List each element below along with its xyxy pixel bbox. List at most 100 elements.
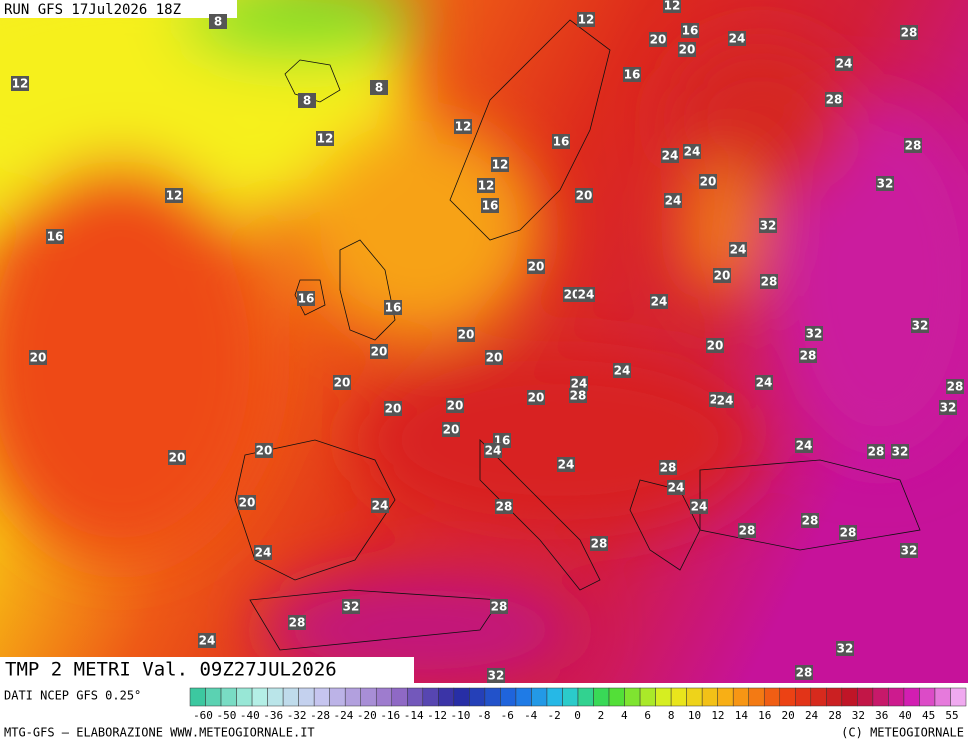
isotherm-label: 24 — [614, 364, 631, 378]
source: DATI NCEP GFS 0.25° — [4, 689, 141, 703]
colorbar-label: 14 — [735, 709, 749, 722]
isotherm-label: 28 — [660, 461, 677, 475]
label-box — [825, 92, 843, 107]
colorbar-label: 2 — [598, 709, 605, 722]
colorbar-label: 28 — [828, 709, 841, 722]
colorbar-label: 10 — [688, 709, 701, 722]
isotherm-label: 20 — [679, 43, 696, 57]
isotherm-label: 16 — [298, 292, 315, 306]
label-box — [495, 499, 513, 514]
colorbar-swatch — [313, 687, 330, 707]
isotherm-label: 20 — [714, 269, 731, 283]
colorbar-swatch — [810, 687, 827, 707]
colorbar-label: 40 — [899, 709, 912, 722]
colorbar-swatch — [717, 687, 734, 707]
isotherm-label: 28 — [570, 389, 587, 403]
isotherm-label: 24 — [199, 634, 216, 648]
isotherm-label: 24 — [372, 499, 389, 513]
colorbar-swatch — [857, 687, 874, 707]
label-box — [728, 31, 746, 46]
isotherm-label: 20 — [528, 391, 545, 405]
colorbar-swatch — [407, 687, 424, 707]
colorbar-label: -60 — [193, 709, 213, 722]
isotherm-label: 20 — [239, 496, 256, 510]
label-box — [664, 193, 682, 208]
isotherm-label: 8 — [303, 94, 311, 108]
coastlines — [234, 19, 921, 651]
isotherm-label: 24 — [665, 194, 682, 208]
colorbar-swatch — [422, 687, 439, 707]
label-box — [168, 450, 186, 465]
colorbar-swatch — [267, 687, 284, 707]
label-box — [527, 259, 545, 274]
colorbar-swatch — [872, 687, 889, 707]
label-box — [288, 615, 306, 630]
label-box — [839, 525, 857, 540]
isotherm-label: 20 — [371, 345, 388, 359]
label-box — [650, 294, 668, 309]
label-box — [209, 14, 227, 29]
colorbar-swatch — [732, 687, 749, 707]
isotherm-label: 32 — [901, 544, 918, 558]
label-box — [678, 42, 696, 57]
isotherm-label: 16 — [47, 230, 64, 244]
label-box — [706, 338, 724, 353]
isotherm-label: 24 — [571, 377, 588, 391]
colorbar-label: 55 — [945, 709, 958, 722]
label-box — [454, 119, 472, 134]
isotherm-label: 24 — [651, 295, 668, 309]
label-box — [659, 460, 677, 475]
colorbar-label: 32 — [852, 709, 865, 722]
colorbar-swatch — [546, 687, 563, 707]
label-box — [795, 438, 813, 453]
colorbar-swatch — [903, 687, 920, 707]
colorbar-swatch — [282, 687, 299, 707]
label-box — [900, 543, 918, 558]
map-title: TMP 2 METRI Val. 09Z27JUL2026 — [5, 659, 337, 681]
isotherm-label: 20 — [564, 288, 581, 302]
label-box — [370, 344, 388, 359]
isotherm-label: 20 — [650, 33, 667, 47]
label-box — [623, 67, 641, 82]
label-box — [867, 444, 885, 459]
label-box — [29, 350, 47, 365]
colorbar-swatch — [655, 687, 672, 707]
isotherm-label: 16 — [553, 135, 570, 149]
colorbar-label: -20 — [357, 709, 377, 722]
isotherm-label: 32 — [488, 669, 505, 683]
isotherm-label: 24 — [730, 243, 747, 257]
label-box — [198, 633, 216, 648]
colorbar-label: 36 — [875, 709, 888, 722]
colorbar-swatch — [701, 687, 718, 707]
isotherm-label: 28 — [868, 445, 885, 459]
colorbar-label: 45 — [922, 709, 935, 722]
colorbar-label: -6 — [501, 709, 514, 722]
label-box — [371, 498, 389, 513]
colorbar-swatch — [236, 687, 253, 707]
colorbar-label: 24 — [805, 709, 819, 722]
colorbar-swatch — [639, 687, 656, 707]
label-box — [527, 390, 545, 405]
colorbar-label: -4 — [524, 709, 538, 722]
colorbar-swatch — [515, 687, 532, 707]
isotherm-label: 28 — [905, 139, 922, 153]
isotherm-label: 16 — [682, 24, 699, 38]
colorbar-swatch — [189, 687, 206, 707]
colorbar-swatch — [934, 687, 951, 707]
isotherm-label: 28 — [739, 524, 756, 538]
colorbar-swatch — [469, 687, 486, 707]
isotherm-label: 16 — [482, 199, 499, 213]
label-box — [384, 401, 402, 416]
colorbar-label: -12 — [427, 709, 447, 722]
colorbar-swatch — [686, 687, 703, 707]
isotherm-label: 12 — [578, 13, 595, 27]
label-box — [683, 144, 701, 159]
label-box — [297, 291, 315, 306]
label-box — [835, 56, 853, 71]
label-box — [477, 178, 495, 193]
isotherm-label: 20 — [385, 402, 402, 416]
isotherm-label: 32 — [760, 219, 777, 233]
isotherm-label: 20 — [169, 451, 186, 465]
label-box — [904, 138, 922, 153]
